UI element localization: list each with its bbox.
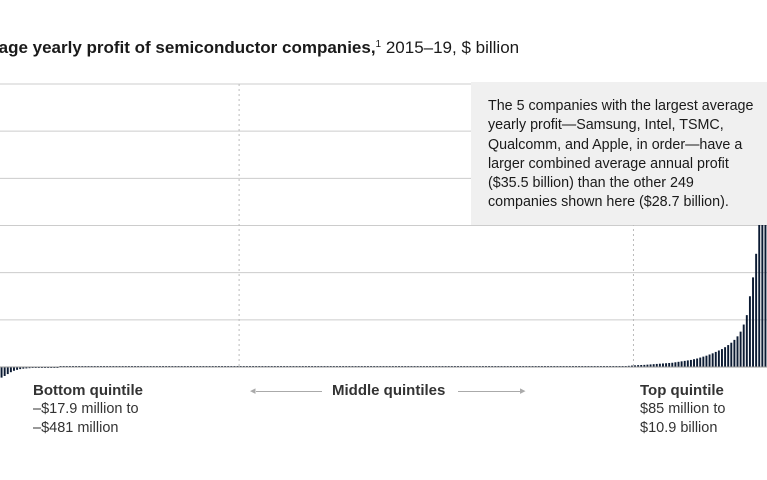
quintile-dividers <box>238 84 634 367</box>
bar-7 <box>22 367 25 369</box>
bar-206 <box>640 365 643 367</box>
bar-227 <box>705 355 708 367</box>
bar-218 <box>677 361 680 367</box>
middle-arrow-right-line <box>458 391 524 392</box>
bottom-quintile-label: Bottom quintile –$17.9 million to –$481 … <box>33 381 143 438</box>
bar-0 <box>0 367 3 378</box>
bar-211 <box>655 363 658 367</box>
bar-229 <box>711 353 714 367</box>
top-quintile-name: Top quintile <box>640 382 724 399</box>
bar-225 <box>699 357 702 367</box>
bar-228 <box>708 354 711 367</box>
chart-title-units: 2015–19, $ billion <box>381 38 520 57</box>
bar-5 <box>16 367 19 370</box>
bar-234 <box>727 345 730 367</box>
middle-arrow-left-line <box>256 391 322 392</box>
bar-244 <box>758 223 761 367</box>
bar-222 <box>689 359 692 367</box>
arrow-right-icon: ▸ <box>520 385 526 397</box>
bar-202 <box>627 365 630 367</box>
bar-239 <box>742 324 745 367</box>
bar-237 <box>736 336 739 367</box>
bar-236 <box>733 339 736 367</box>
bar-219 <box>680 361 683 367</box>
bar-207 <box>643 364 646 367</box>
bar-221 <box>686 360 689 367</box>
bar-238 <box>739 331 742 368</box>
bottom-quintile-name: Bottom quintile <box>33 382 143 399</box>
bar-235 <box>730 342 733 367</box>
bar-241 <box>748 296 751 367</box>
bottom-quintile-range-1: –$17.9 million to <box>33 401 139 417</box>
bar-233 <box>724 347 727 367</box>
footnote-marker: 1 <box>375 39 382 50</box>
bar-213 <box>662 363 664 367</box>
bar-220 <box>683 360 686 367</box>
bar-8 <box>25 367 28 369</box>
bar-246 <box>764 109 767 367</box>
bar-208 <box>646 364 649 367</box>
bottom-quintile-range-2: –$481 million <box>33 420 119 436</box>
bar-2 <box>6 367 9 375</box>
bar-204 <box>634 365 636 367</box>
bar-210 <box>652 364 655 367</box>
annotation-box: The 5 companies with the largest average… <box>471 82 767 225</box>
bar-4 <box>13 367 15 371</box>
arrow-left-icon: ◂ <box>250 385 256 397</box>
bar-240 <box>745 315 748 367</box>
bar-1 <box>3 367 6 376</box>
bar-6 <box>19 367 22 370</box>
bar-214 <box>665 363 668 367</box>
chart-title-bold: rage yearly profit of semiconductor comp… <box>0 38 376 57</box>
bar-217 <box>674 362 677 367</box>
bar-3 <box>9 367 12 373</box>
bar-209 <box>649 364 652 367</box>
top-quintile-range-1: $85 million to <box>640 401 726 417</box>
bar-215 <box>668 362 671 367</box>
middle-quintiles-label: Middle quintiles <box>332 382 446 399</box>
bar-245 <box>761 164 764 367</box>
bar-232 <box>721 349 723 367</box>
bar-243 <box>755 253 758 367</box>
bar-216 <box>671 362 674 367</box>
bar-226 <box>702 356 705 367</box>
bar-230 <box>714 351 717 367</box>
bar-231 <box>717 350 720 367</box>
top-quintile-label: Top quintile $85 million to $10.9 billio… <box>640 381 725 438</box>
bar-224 <box>696 358 699 367</box>
bar-223 <box>693 359 695 367</box>
bar-9 <box>28 367 31 369</box>
chart-title: rage yearly profit of semiconductor comp… <box>0 38 519 58</box>
top-quintile-range-2: $10.9 billion <box>640 420 718 436</box>
bar-242 <box>752 277 754 367</box>
bar-203 <box>630 365 633 367</box>
bar-205 <box>637 365 640 367</box>
bar-212 <box>658 363 661 367</box>
